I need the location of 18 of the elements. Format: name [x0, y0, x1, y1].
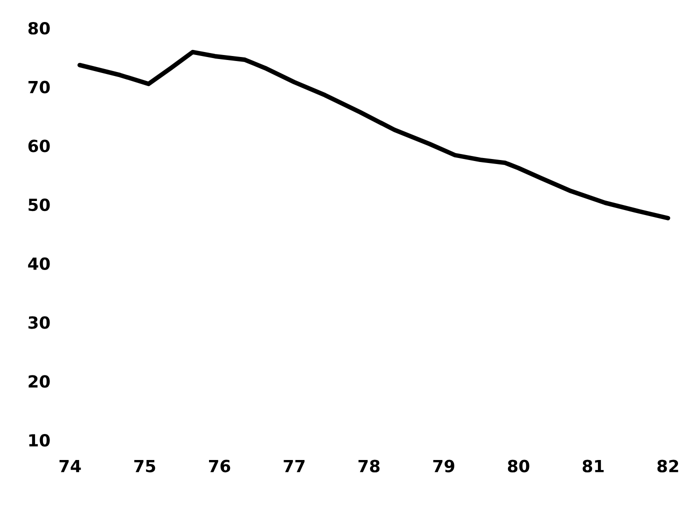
y-tick-label: 60 — [28, 140, 50, 152]
y-tick-label: 30 — [28, 316, 50, 329]
x-tick-label: 80 — [508, 460, 530, 472]
x-tick-label: 76 — [209, 460, 230, 472]
y-tick-label: 80 — [28, 22, 50, 35]
x-tick-label: 79 — [433, 460, 454, 472]
x-tick-label: 82 — [657, 460, 678, 472]
y-tick-label: 10 — [29, 434, 50, 447]
y-tick-label: 40 — [28, 257, 50, 270]
y-tick-label: 70 — [28, 80, 50, 94]
line-series — [78, 50, 670, 220]
x-tick-label: 75 — [134, 460, 156, 472]
x-tick-label: 78 — [358, 460, 380, 472]
y-tick-label: 20 — [28, 375, 50, 388]
x-tick-label: 74 — [60, 460, 81, 472]
x-tick-label: 81 — [582, 460, 604, 472]
x-tick-label: 77 — [284, 460, 305, 472]
y-tick-label: 50 — [28, 198, 50, 212]
